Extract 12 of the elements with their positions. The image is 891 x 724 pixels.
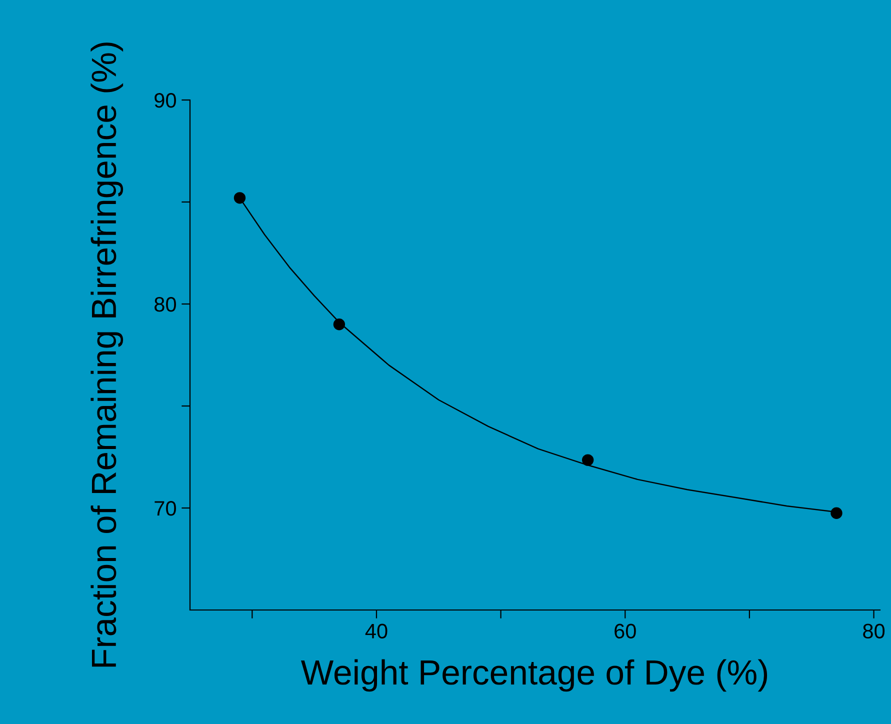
point (830, 507, 842, 519)
y-tick-label: 80 (154, 297, 176, 312)
x-tick-label: 80 (863, 624, 885, 638)
x-tick-label: 60 (614, 624, 636, 638)
point (582, 454, 594, 466)
point (234, 192, 246, 204)
point (333, 318, 346, 330)
x-axis-title: Weight Percentage of Dye (%) (300, 659, 768, 692)
y-axis-title: Fraction of Remaining Birrefringence (%) (90, 42, 124, 667)
y-tick-label: 90 (154, 93, 176, 108)
x-tick-label: 40 (365, 624, 388, 638)
y-tick-label: 70 (154, 501, 176, 516)
